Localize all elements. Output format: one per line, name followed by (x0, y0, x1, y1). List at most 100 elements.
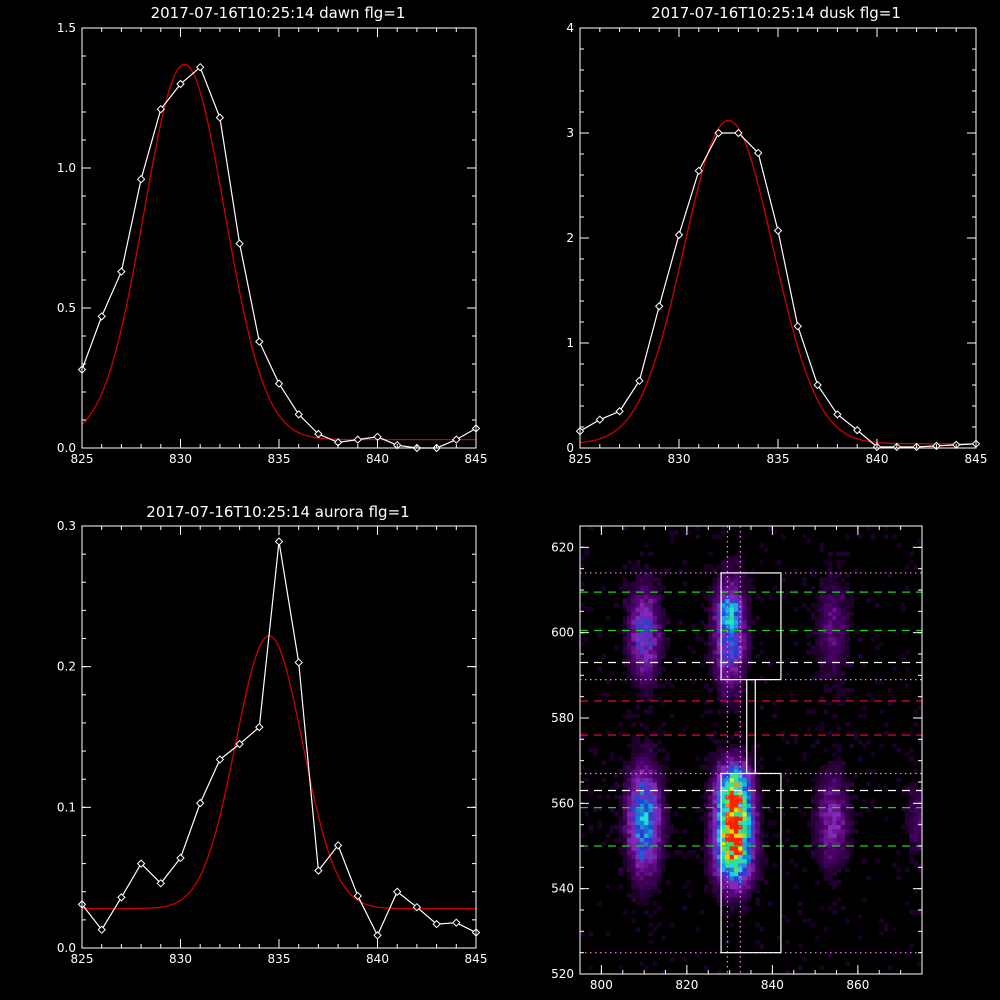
heatmap-cell (733, 786, 739, 791)
heatmap-cell (738, 892, 743, 898)
heatmap-cell (721, 581, 726, 587)
heatmap-cell (840, 671, 846, 676)
dawn-panel-data-point (176, 79, 185, 89)
heatmap-cell (751, 769, 756, 774)
heatmap-cell (716, 696, 722, 702)
heatmap-cell (652, 683, 658, 689)
heatmap-cell (738, 807, 743, 813)
heatmap-cell (742, 790, 748, 796)
heatmap-cell (716, 803, 722, 808)
heatmap-cell (644, 743, 649, 749)
heatmap-cell (836, 897, 842, 902)
heatmap-cell (699, 910, 705, 915)
heatmap-cell (656, 824, 662, 830)
heatmap-cell (849, 598, 854, 604)
heatmap-cell (879, 918, 884, 924)
heatmap-cell (746, 850, 752, 855)
heatmap-cell (635, 816, 641, 821)
heatmap-cell (622, 585, 628, 591)
heatmap-cell (639, 858, 645, 864)
heatmap-cell (708, 585, 713, 591)
heatmap-cell (716, 636, 722, 642)
heatmap-cell (708, 764, 713, 770)
heatmap-cell (887, 572, 893, 578)
heatmap-cell (793, 568, 799, 574)
heatmap-cell (721, 526, 726, 531)
heatmap-cell (609, 786, 615, 791)
heatmap-cell (806, 918, 812, 924)
heatmap-cell (644, 658, 649, 663)
heatmap-cell (644, 649, 649, 655)
heatmap-cell (622, 867, 628, 872)
heatmap-cell (823, 858, 829, 864)
heatmap-cell (703, 867, 709, 872)
heatmap-cell (656, 786, 662, 791)
heatmap-cell (635, 769, 641, 774)
heatmap-cell (652, 871, 658, 877)
heatmap-cell (601, 760, 607, 766)
heatmap-cell (746, 841, 752, 847)
heatmap-cell (742, 837, 748, 843)
heatmap-cell (656, 803, 662, 808)
heatmap-cell (635, 764, 641, 770)
heatmap-cell (729, 572, 735, 578)
heatmap-cell (746, 837, 752, 843)
heatmap-cell (665, 679, 671, 685)
heatmap-cell (639, 594, 645, 599)
heatmap-cell (721, 794, 726, 800)
heatmap-cell (755, 837, 760, 843)
heatmap-cell (652, 611, 658, 616)
heatmap-cell (904, 828, 910, 834)
heatmap-cell (639, 790, 645, 796)
heatmap-cell (716, 619, 722, 625)
heatmap-cell (853, 811, 859, 817)
heatmap-cell (729, 807, 735, 813)
heatmap-cell (733, 794, 739, 800)
heatmap-cell (712, 619, 718, 625)
heatmap-cell (746, 641, 752, 646)
heatmap-cell (627, 820, 632, 826)
heatmap-cell (639, 658, 645, 663)
heatmap-cell (729, 735, 735, 740)
heatmap-cell (913, 841, 919, 847)
heatmap-cell (836, 624, 842, 629)
heatmap-cell (669, 538, 675, 544)
heatmap-cell (815, 880, 820, 885)
heatmap-cell (661, 747, 666, 753)
heatmap-cell (909, 560, 914, 565)
heatmap-cell (639, 679, 645, 685)
heatmap-cell (669, 956, 675, 962)
heatmap-cell (904, 824, 910, 830)
heatmap-cell (708, 811, 713, 817)
heatmap-cell (845, 636, 850, 642)
image-panel-y-tick-label: 560 (551, 796, 574, 810)
heatmap-cell (716, 611, 722, 616)
heatmap-cell (819, 833, 825, 838)
heatmap-cell (639, 961, 645, 966)
heatmap-cell (708, 632, 713, 638)
dawn-panel-data-point (156, 104, 166, 114)
heatmap-cell (729, 756, 735, 762)
heatmap-cell (648, 880, 654, 885)
heatmap-cell (849, 743, 854, 749)
heatmap-cell (648, 624, 654, 629)
heatmap-cell (746, 764, 752, 770)
heatmap-cell (815, 628, 820, 634)
heatmap-cell (832, 884, 837, 890)
heatmap-cell (708, 790, 713, 796)
heatmap-cell (751, 875, 756, 881)
heatmap-cell (644, 846, 649, 851)
heatmap-cell (815, 786, 820, 791)
heatmap-cell (703, 888, 709, 894)
heatmap-cell (716, 572, 722, 578)
heatmap-cell (909, 828, 914, 834)
heatmap-cell (917, 828, 923, 834)
heatmap-cell (644, 871, 649, 877)
heatmap-cell (729, 568, 735, 574)
heatmap-cell (644, 854, 649, 860)
aurora-panel-data-point (136, 859, 146, 868)
heatmap-cell (656, 816, 662, 821)
heatmap-cell (755, 760, 760, 766)
heatmap-cell (904, 952, 910, 958)
heatmap-cell (832, 632, 837, 638)
